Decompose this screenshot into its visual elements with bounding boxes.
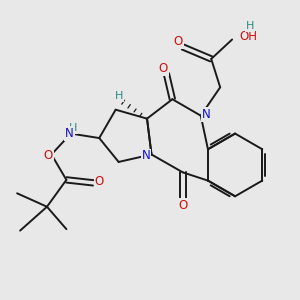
Text: OH: OH (240, 30, 258, 43)
Text: N: N (202, 108, 211, 121)
Text: H: H (69, 123, 77, 133)
Text: O: O (44, 149, 53, 163)
Text: O: O (159, 62, 168, 75)
Text: O: O (178, 199, 188, 212)
Text: N: N (142, 149, 151, 163)
Text: H: H (115, 91, 123, 101)
Text: O: O (94, 175, 104, 188)
Text: N: N (65, 127, 74, 140)
Text: O: O (174, 35, 183, 48)
Text: H: H (246, 21, 254, 31)
